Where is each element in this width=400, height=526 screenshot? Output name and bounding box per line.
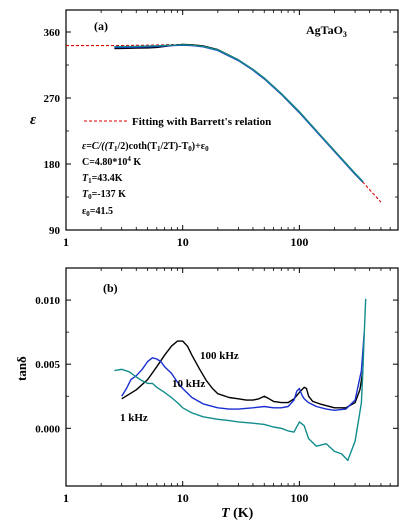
- series-label-1khz: 1 kHz: [120, 412, 148, 424]
- panel-a-frame: [65, 9, 399, 231]
- fit-formula: ε=C/((T1/2)coth(T1/2T)-T0)+ε0: [82, 141, 209, 153]
- fit-C: C=4.80*104 K: [82, 155, 141, 168]
- panel-b-xlabel: T (K): [221, 506, 254, 521]
- x-tick-label-b: 1: [63, 491, 69, 505]
- y-tick-label-b: 0.005: [35, 359, 60, 371]
- y-tick-label-a: 360: [44, 27, 61, 39]
- series-label-100khz: 100 kHz: [200, 350, 239, 362]
- y-tick-label-b: 0.000: [35, 423, 60, 435]
- xlabel-unit: (K): [230, 506, 254, 521]
- panel-b-series: [114, 298, 367, 462]
- panel-a-ylabel: ε: [30, 112, 37, 128]
- xlabel-T: T: [221, 506, 231, 521]
- x-tick-label-a: 10: [177, 235, 189, 249]
- series-line-a-3: [114, 44, 364, 183]
- x-tick-label-b: 10: [177, 491, 189, 505]
- series-label-10khz: 10 kHz: [172, 378, 205, 390]
- panel-a-fit-params: ε=C/((T1/2)coth(T1/2T)-T0)+ε0 C=4.80*104…: [82, 141, 209, 218]
- series-line-b-1: [121, 332, 365, 411]
- legend-fit-label: Fitting with Barrett's relation: [132, 116, 271, 128]
- panel-a-legend: Fitting with Barrett's relation: [84, 116, 271, 128]
- series-line-a-2: [114, 44, 364, 183]
- series-line-b-0: [121, 340, 364, 409]
- y-tick-label-a: 90: [49, 225, 61, 237]
- y-tick-label-b: 0.010: [35, 295, 60, 307]
- fit-T0: T0=-137 K: [82, 189, 126, 201]
- panel-b: 1 10 100 0.000 0.005 0.010 (b) tanδ T (K) 100…: [14, 267, 399, 521]
- panel-b-frame: [65, 267, 399, 487]
- panel-b-label: (b): [103, 281, 118, 295]
- panel-a-label: (a): [94, 19, 108, 33]
- y-tick-label-a: 180: [44, 159, 61, 171]
- fit-eps0: ε0=41.5: [82, 206, 113, 218]
- fit-T1: T1=43.4K: [82, 173, 123, 185]
- panel-a-material: AgTaO3: [306, 23, 347, 39]
- x-tick-label-a: 1: [63, 235, 69, 249]
- series-line-b-2: [114, 298, 367, 462]
- series-line-a-1: [114, 43, 364, 183]
- panel-a-series: [66, 43, 382, 203]
- x-tick-label-b: 100: [290, 491, 308, 505]
- x-tick-label-a: 100: [290, 235, 308, 249]
- y-tick-label-a: 270: [44, 93, 61, 105]
- panel-b-ticks: 1 10 100 0.000 0.005 0.010: [35, 267, 399, 505]
- panel-b-ylabel: tanδ: [14, 356, 29, 381]
